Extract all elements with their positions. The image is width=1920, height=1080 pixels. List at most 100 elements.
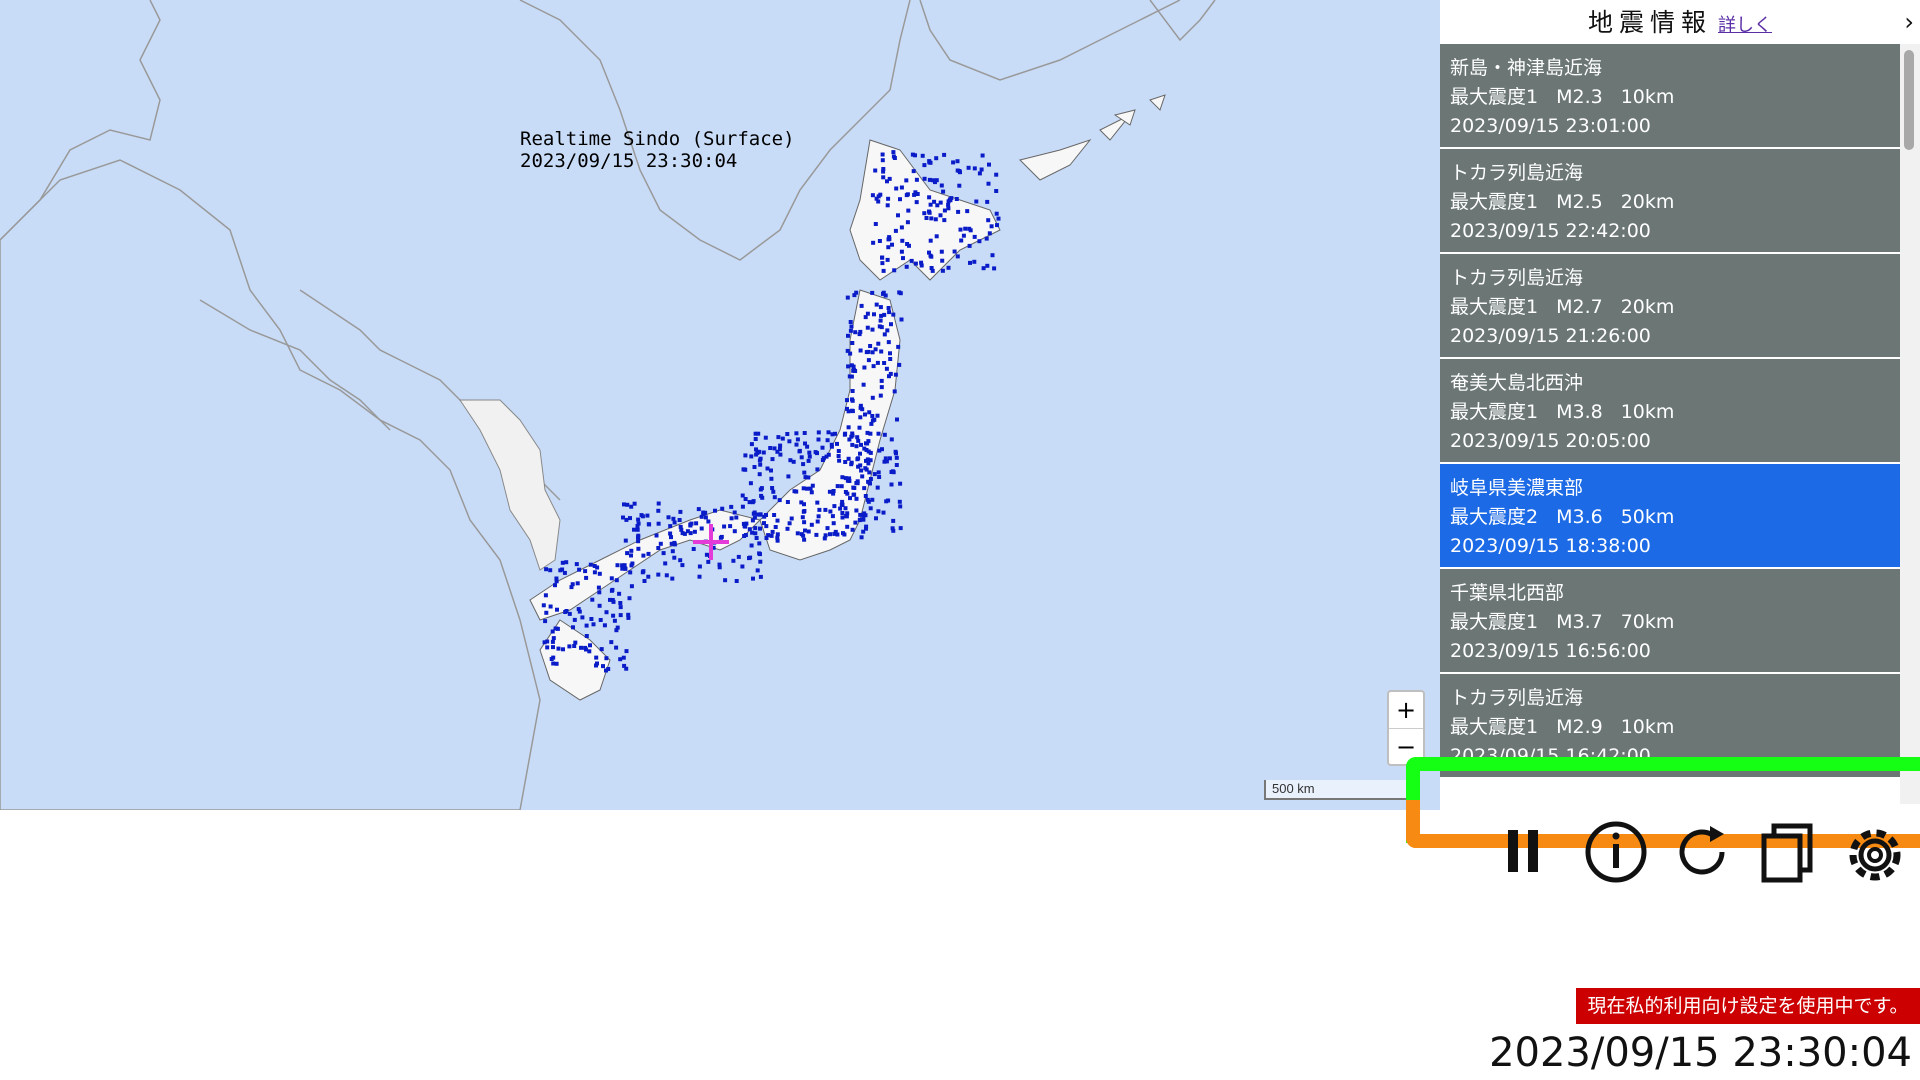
station-marker bbox=[751, 511, 756, 516]
station-marker bbox=[899, 225, 904, 230]
station-marker bbox=[898, 526, 903, 531]
event-intensity: 最大震度1 bbox=[1450, 716, 1539, 738]
station-marker bbox=[550, 639, 555, 644]
station-marker bbox=[543, 593, 548, 598]
station-marker bbox=[872, 312, 876, 317]
station-marker bbox=[854, 444, 859, 449]
event-region: 千葉県北西部 bbox=[1450, 582, 1565, 604]
map-view[interactable]: Realtime Sindo (Surface) 2023/09/15 23:3… bbox=[0, 0, 1440, 810]
station-marker bbox=[855, 481, 860, 486]
earthquake-item[interactable]: 岐阜県美濃東部 最大震度2 M3.6 50km 2023/09/15 18:38:00 bbox=[1440, 464, 1900, 569]
station-marker bbox=[751, 576, 755, 581]
earthquake-item[interactable]: 千葉県北西部 最大震度1 M3.7 70km 2023/09/15 16:56:00 bbox=[1440, 569, 1900, 674]
event-intensity: 最大震度1 bbox=[1450, 191, 1539, 213]
station-marker bbox=[706, 559, 711, 564]
zoom-out-button[interactable]: − bbox=[1389, 728, 1423, 765]
station-marker bbox=[922, 176, 927, 181]
earthquake-item[interactable]: トカラ列島近海 最大震度1 M2.7 20km 2023/09/15 21:26:00 bbox=[1440, 254, 1900, 359]
station-marker bbox=[922, 211, 927, 216]
station-marker bbox=[548, 568, 553, 573]
station-marker bbox=[938, 200, 943, 205]
station-marker bbox=[876, 341, 881, 346]
station-marker bbox=[672, 520, 677, 525]
epicenter-marker bbox=[693, 524, 729, 560]
station-marker bbox=[584, 634, 589, 638]
station-marker bbox=[887, 456, 892, 461]
earthquake-item[interactable]: トカラ列島近海 最大震度1 M2.5 20km 2023/09/15 22:42:00 bbox=[1440, 149, 1900, 254]
clock: 2023/09/15 23:30:04 bbox=[1489, 1030, 1912, 1076]
station-marker bbox=[885, 179, 889, 184]
station-marker bbox=[622, 502, 626, 507]
station-marker bbox=[846, 409, 851, 414]
station-marker bbox=[544, 567, 549, 572]
station-marker bbox=[972, 166, 977, 171]
info-icon[interactable] bbox=[1584, 820, 1650, 886]
station-marker bbox=[963, 226, 968, 231]
station-marker bbox=[881, 167, 886, 171]
station-marker bbox=[587, 649, 592, 654]
station-marker bbox=[821, 456, 826, 461]
station-marker bbox=[754, 452, 759, 457]
station-marker bbox=[740, 493, 745, 498]
earthquake-list[interactable]: 新島・神津島近海 最大震度1 M2.3 10km 2023/09/15 23:01:00… bbox=[1440, 44, 1900, 779]
station-marker bbox=[843, 506, 848, 511]
station-marker bbox=[656, 501, 661, 506]
gear-icon[interactable] bbox=[1840, 820, 1910, 890]
station-marker bbox=[604, 656, 609, 661]
station-marker bbox=[845, 406, 849, 411]
station-marker bbox=[888, 371, 893, 376]
station-marker bbox=[879, 313, 884, 318]
event-magnitude: M3.6 bbox=[1556, 506, 1603, 528]
event-time: 2023/09/15 21:26:00 bbox=[1450, 325, 1651, 347]
event-intensity: 最大震度1 bbox=[1450, 86, 1539, 108]
station-marker bbox=[766, 533, 771, 538]
scrollbar-thumb[interactable] bbox=[1904, 50, 1914, 150]
station-marker bbox=[669, 541, 674, 546]
station-marker bbox=[938, 213, 943, 218]
pause-icon[interactable] bbox=[1500, 820, 1560, 880]
station-marker bbox=[772, 495, 777, 500]
station-marker bbox=[857, 425, 862, 430]
station-marker bbox=[933, 217, 938, 222]
station-marker bbox=[666, 515, 671, 520]
scrollbar[interactable] bbox=[1900, 44, 1920, 804]
station-marker bbox=[914, 200, 919, 205]
chevron-right-icon[interactable]: › bbox=[1904, 8, 1914, 36]
station-marker bbox=[704, 552, 709, 557]
earthquake-item[interactable]: 新島・神津島近海 最大震度1 M2.3 10km 2023/09/15 23:01:00 bbox=[1440, 44, 1900, 149]
station-marker bbox=[919, 263, 924, 268]
station-marker bbox=[670, 549, 675, 554]
station-marker bbox=[893, 372, 898, 377]
station-marker bbox=[968, 260, 972, 265]
japan-map[interactable] bbox=[0, 0, 1440, 810]
earthquake-item[interactable]: 奄美大島北西沖 最大震度1 M3.8 10km 2023/09/15 20:05:00 bbox=[1440, 359, 1900, 464]
reload-icon[interactable] bbox=[1670, 820, 1736, 886]
station-marker bbox=[770, 529, 775, 534]
station-marker bbox=[911, 169, 916, 174]
event-magnitude: M2.5 bbox=[1556, 191, 1603, 213]
station-marker bbox=[575, 581, 580, 586]
station-marker bbox=[878, 318, 883, 323]
station-marker bbox=[942, 208, 947, 213]
station-marker bbox=[629, 553, 633, 558]
station-marker bbox=[775, 535, 780, 540]
station-marker bbox=[615, 563, 620, 568]
detail-link[interactable]: 詳しく bbox=[1718, 15, 1772, 36]
station-marker bbox=[846, 333, 850, 338]
station-marker bbox=[795, 437, 800, 442]
station-marker bbox=[913, 153, 917, 158]
station-marker bbox=[867, 470, 872, 475]
station-marker bbox=[967, 226, 972, 231]
station-marker bbox=[571, 625, 575, 630]
station-marker bbox=[912, 192, 917, 197]
event-depth: 10km bbox=[1620, 716, 1675, 738]
station-marker bbox=[604, 610, 609, 615]
station-marker bbox=[847, 374, 852, 379]
event-details: 最大震度1 M2.5 20km bbox=[1450, 188, 1890, 217]
station-marker bbox=[987, 162, 991, 167]
station-marker bbox=[985, 199, 990, 204]
zoom-in-button[interactable]: + bbox=[1395, 696, 1417, 724]
station-marker bbox=[825, 438, 830, 443]
station-marker bbox=[564, 609, 569, 613]
copy-icon[interactable] bbox=[1756, 820, 1822, 886]
